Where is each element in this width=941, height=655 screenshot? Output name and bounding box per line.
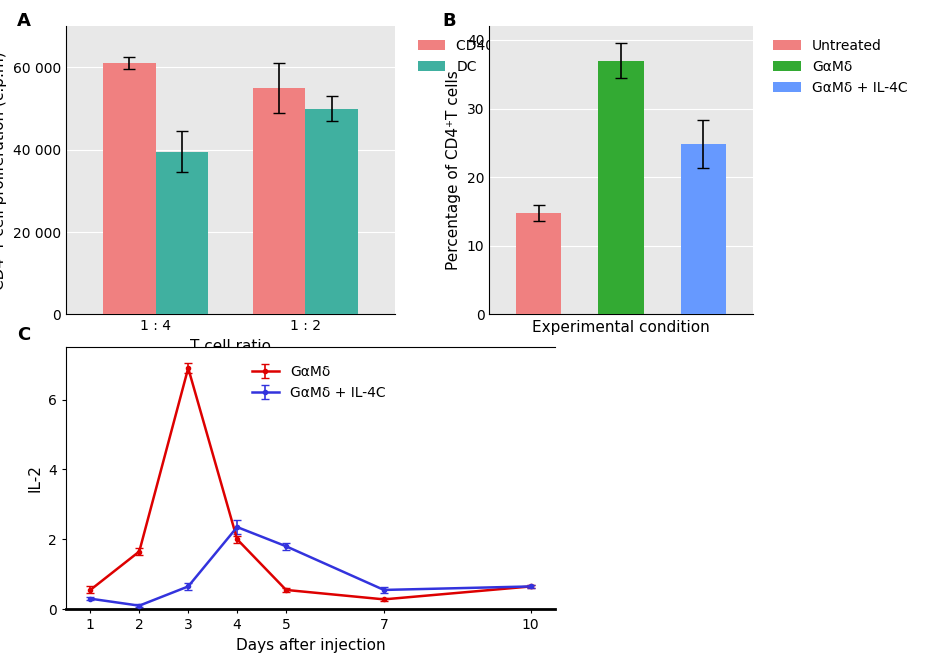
Legend: CD40L B cell, DC: CD40L B cell, DC [412,33,550,79]
Text: A: A [17,12,30,29]
Text: B: B [442,12,455,29]
Bar [253,88,306,314]
X-axis label: Experimental condition: Experimental condition [533,320,710,335]
Bar [155,152,208,314]
X-axis label: T cell ratio: T cell ratio [190,339,271,354]
X-axis label: Days after injection: Days after injection [235,638,386,653]
Bar [598,60,644,314]
Bar [516,213,562,314]
Y-axis label: CD4⁺T cell proliferation (c.p.m): CD4⁺T cell proliferation (c.p.m) [0,51,8,290]
Legend: Untreated, GαMδ, GαMδ + IL-4C: Untreated, GαMδ, GαMδ + IL-4C [768,33,914,100]
Bar [306,109,358,314]
Bar [680,144,726,314]
Legend: GαMδ, GαMδ + IL-4C: GαMδ, GαMδ + IL-4C [246,360,391,405]
Y-axis label: Percentage of CD4⁺T cells: Percentage of CD4⁺T cells [446,71,461,270]
Bar [104,64,155,314]
Y-axis label: IL-2: IL-2 [27,464,42,492]
Text: C: C [17,326,30,344]
